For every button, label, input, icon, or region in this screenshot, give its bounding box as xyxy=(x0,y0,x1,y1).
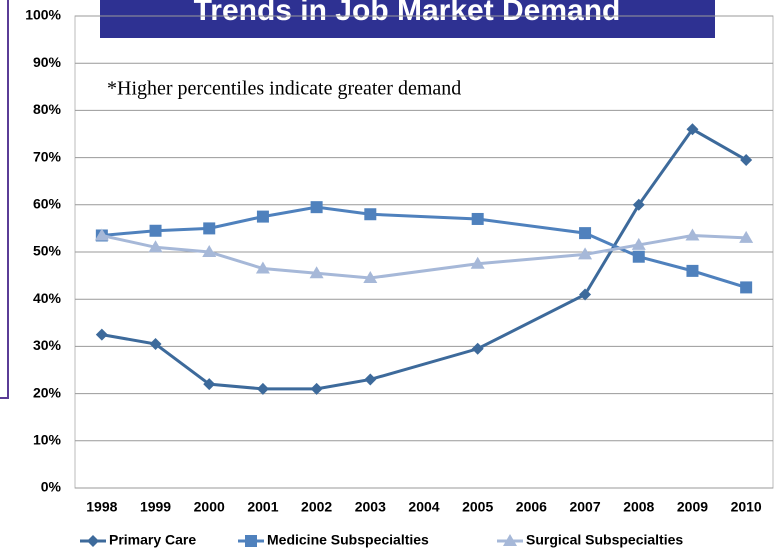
marker xyxy=(255,261,270,274)
y-tick-label: 80% xyxy=(33,101,62,117)
legend-label: Medicine Subspecialties xyxy=(267,532,429,548)
x-tick-label: 2001 xyxy=(247,499,278,515)
legend-label: Surgical Subspecialties xyxy=(526,532,683,548)
marker xyxy=(579,288,592,301)
marker xyxy=(632,250,645,263)
x-tick-label: 2010 xyxy=(731,499,762,515)
marker xyxy=(470,256,485,269)
marker xyxy=(149,224,162,237)
x-tick-label: 2000 xyxy=(194,499,225,515)
marker xyxy=(739,230,754,243)
marker xyxy=(149,338,162,351)
marker xyxy=(740,281,753,294)
side-panel xyxy=(0,0,9,399)
marker xyxy=(203,222,216,235)
series-line xyxy=(101,233,747,280)
marker xyxy=(310,382,323,395)
x-tick-label: 1998 xyxy=(86,499,117,515)
x-tick-label: 2002 xyxy=(301,499,332,515)
annotation: *Higher percentiles indicate greater dem… xyxy=(107,78,461,100)
legend-label: Primary Care xyxy=(109,532,196,548)
y-tick-label: 0% xyxy=(41,479,62,495)
marker xyxy=(471,342,484,355)
marker xyxy=(740,153,753,166)
marker xyxy=(256,210,269,223)
y-tick-label: 10% xyxy=(33,432,62,448)
marker xyxy=(686,123,699,136)
marker xyxy=(632,198,645,211)
marker xyxy=(364,373,377,386)
marker xyxy=(95,328,108,341)
marker xyxy=(686,264,699,277)
x-tick-label: 2008 xyxy=(623,499,654,515)
marker xyxy=(364,208,377,221)
y-tick-label: 60% xyxy=(33,196,62,212)
legend-marker xyxy=(245,535,257,547)
marker xyxy=(631,237,646,250)
x-tick-label: 1999 xyxy=(140,499,171,515)
y-tick-label: 90% xyxy=(33,54,62,70)
marker xyxy=(363,270,378,283)
legend-marker xyxy=(87,535,99,547)
marker xyxy=(310,201,323,214)
marker xyxy=(685,228,700,241)
y-tick-label: 50% xyxy=(33,243,62,259)
marker xyxy=(202,245,217,257)
x-tick-label: 2007 xyxy=(569,499,600,515)
marker xyxy=(579,227,592,240)
x-tick-label: 2005 xyxy=(462,499,493,515)
y-tick-label: 30% xyxy=(33,337,62,353)
marker xyxy=(256,382,269,395)
x-tick-label: 2006 xyxy=(516,499,547,515)
y-tick-label: 70% xyxy=(33,148,62,164)
title-box xyxy=(100,0,715,38)
marker xyxy=(94,228,109,241)
marker xyxy=(309,266,324,279)
x-tick-label: 2004 xyxy=(408,499,439,515)
marker xyxy=(471,212,484,225)
series-line xyxy=(101,205,747,289)
x-tick-label: 2009 xyxy=(677,499,708,515)
x-tick-label: 2003 xyxy=(355,499,386,515)
y-tick-label: 20% xyxy=(33,384,62,400)
y-tick-label: 100% xyxy=(25,7,61,23)
marker xyxy=(148,240,163,253)
legend-marker xyxy=(503,534,517,546)
marker xyxy=(203,378,216,391)
marker xyxy=(578,247,593,260)
chart-title: Trends in Job Market Demand xyxy=(194,0,621,27)
y-tick-label: 40% xyxy=(33,290,62,306)
